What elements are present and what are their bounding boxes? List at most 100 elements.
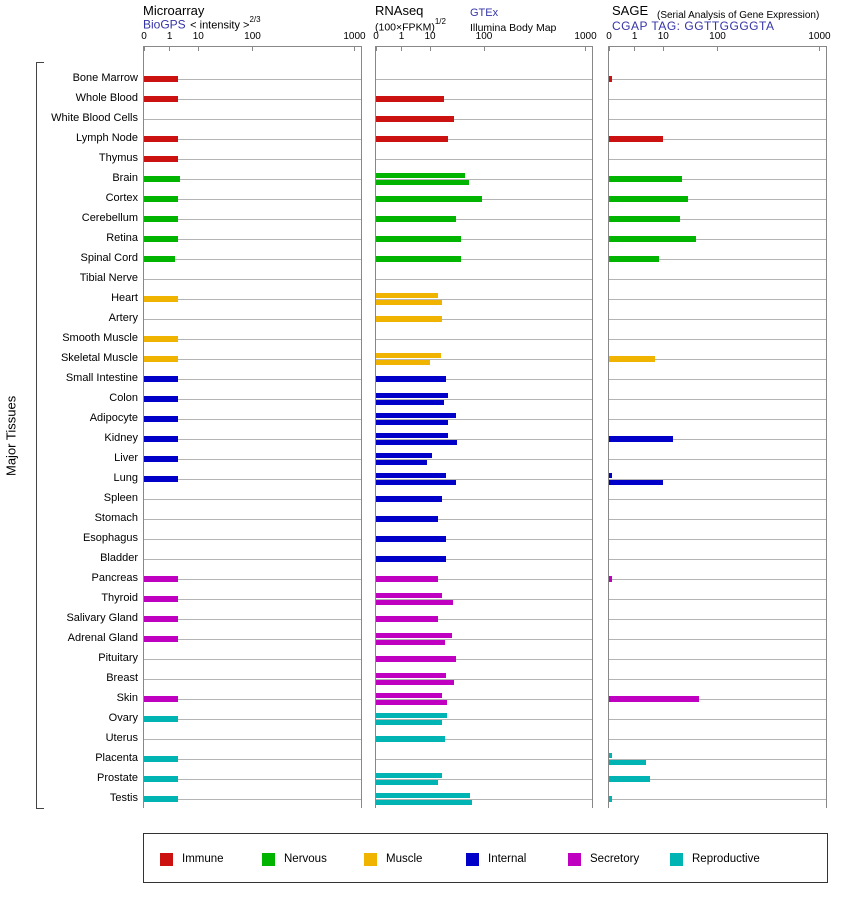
row-gridline bbox=[609, 719, 826, 720]
cgap-link-wrap: CGAP TAG: GGTTGGGGTA bbox=[612, 17, 774, 35]
tissue-label: Heart bbox=[111, 292, 138, 304]
expression-bar bbox=[376, 196, 482, 202]
expression-bar bbox=[376, 473, 446, 478]
row-gridline bbox=[376, 379, 592, 380]
axis-tick bbox=[483, 47, 485, 51]
axis-tick bbox=[252, 47, 253, 51]
tissue-label: Cortex bbox=[105, 192, 138, 204]
row-gridline bbox=[609, 799, 826, 800]
expression-bar bbox=[376, 640, 445, 645]
expression-bar bbox=[376, 460, 427, 465]
row-gridline bbox=[144, 499, 361, 500]
row-gridline bbox=[609, 179, 826, 180]
expression-bar bbox=[144, 356, 178, 362]
expression-bar bbox=[376, 453, 432, 458]
row-gridline bbox=[376, 559, 592, 560]
row-gridline bbox=[376, 619, 592, 620]
expression-bar bbox=[609, 76, 612, 82]
panel-microarray: 0 1 10 100 1000 bbox=[141, 31, 366, 808]
tissue-label: Bone Marrow bbox=[72, 72, 138, 84]
expression-bar bbox=[144, 596, 178, 602]
row-gridline bbox=[609, 519, 826, 520]
tissue-label: Spleen bbox=[103, 492, 138, 504]
expression-bar bbox=[144, 576, 178, 582]
legend-swatch bbox=[568, 852, 581, 866]
tissue-label: Esophagus bbox=[82, 532, 138, 544]
expression-bar bbox=[609, 576, 612, 582]
legend-item: Nervous bbox=[262, 834, 327, 884]
row-gridline bbox=[609, 559, 826, 560]
row-gridline bbox=[376, 319, 592, 320]
row-gridline bbox=[376, 279, 592, 280]
expression-bar bbox=[376, 700, 447, 705]
row-gridline bbox=[144, 459, 361, 460]
row-gridline bbox=[609, 399, 826, 400]
legend-label: Muscle bbox=[386, 853, 423, 865]
row-gridline bbox=[609, 359, 826, 360]
row-gridline bbox=[376, 659, 592, 660]
tissue-label: Pituitary bbox=[98, 652, 138, 664]
expression-bar bbox=[376, 316, 442, 322]
legend-swatch bbox=[670, 852, 683, 866]
expression-bar bbox=[609, 176, 682, 182]
tissue-label: Tibial Nerve bbox=[79, 272, 138, 284]
row-gridline bbox=[376, 239, 592, 240]
row-gridline bbox=[144, 99, 361, 100]
expression-bar bbox=[376, 96, 444, 102]
tissue-label: Smooth Muscle bbox=[62, 332, 138, 344]
biogps-link[interactable]: BioGPS bbox=[143, 17, 186, 32]
legend-swatch bbox=[466, 852, 479, 866]
tissue-label: White Blood Cells bbox=[51, 112, 138, 124]
row-gridline bbox=[144, 659, 361, 660]
row-gridline bbox=[376, 339, 592, 340]
axis-tick bbox=[609, 47, 610, 51]
tissue-label: Colon bbox=[109, 392, 138, 404]
row-gridline bbox=[144, 539, 361, 540]
tissue-label: Thymus bbox=[98, 152, 138, 164]
panel-sage: 0 1 10 100 1000 bbox=[606, 31, 831, 808]
row-gridline bbox=[376, 639, 592, 640]
row-gridline bbox=[609, 99, 826, 100]
sage-subtitle: (Serial Analysis of Gene Expression) bbox=[657, 10, 820, 21]
row-gridline bbox=[144, 759, 361, 760]
microarray-transform-exponent: 2/3 bbox=[249, 15, 261, 24]
row-gridline bbox=[376, 179, 592, 180]
axis-tick bbox=[429, 47, 431, 51]
row-gridline bbox=[144, 199, 361, 200]
expression-bar bbox=[376, 353, 441, 358]
legend-item: Muscle bbox=[364, 834, 422, 884]
row-gridline bbox=[376, 299, 592, 300]
expression-bar bbox=[609, 236, 696, 242]
axis-tick-label: 1 bbox=[166, 31, 173, 42]
gtex-link[interactable]: GTEx bbox=[470, 7, 499, 19]
tissue-label: Whole Blood bbox=[75, 92, 138, 104]
row-gridline bbox=[144, 439, 361, 440]
expression-bar bbox=[376, 376, 446, 382]
row-gridline bbox=[376, 539, 592, 540]
expression-bar bbox=[376, 536, 446, 542]
axis-tick bbox=[717, 47, 718, 51]
expression-bar bbox=[376, 293, 438, 298]
axis-tick bbox=[353, 47, 355, 51]
row-gridline bbox=[144, 159, 361, 160]
row-gridline bbox=[376, 199, 592, 200]
row-gridline bbox=[144, 619, 361, 620]
expression-bar bbox=[376, 420, 448, 425]
expression-bar bbox=[144, 796, 178, 802]
expression-bar bbox=[376, 300, 442, 305]
tissue-label: Pancreas bbox=[91, 572, 138, 584]
row-gridline bbox=[609, 299, 826, 300]
tissue-label: Placenta bbox=[95, 752, 138, 764]
axis-tick bbox=[634, 47, 636, 51]
expression-bar bbox=[144, 196, 178, 202]
sage-header: SAGE bbox=[612, 2, 648, 20]
row-gridline bbox=[144, 559, 361, 560]
row-gridline bbox=[609, 419, 826, 420]
tissue-label: Small Intestine bbox=[65, 372, 138, 384]
row-gridline bbox=[609, 739, 826, 740]
cgap-tag-link[interactable]: CGAP TAG: GGTTGGGGTA bbox=[612, 19, 775, 33]
axis-tick-label: 1000 bbox=[808, 31, 831, 42]
row-gridline bbox=[144, 399, 361, 400]
expression-bar bbox=[144, 636, 178, 642]
axis-tick bbox=[197, 47, 199, 51]
